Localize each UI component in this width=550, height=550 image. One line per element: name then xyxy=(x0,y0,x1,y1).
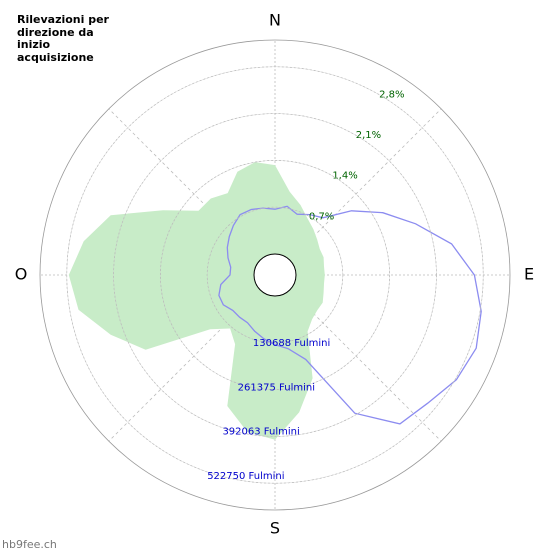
watermark: hb9fee.ch xyxy=(2,538,57,550)
grid-ring-2 xyxy=(206,206,344,344)
r-tick-label: 2,8% xyxy=(379,90,404,101)
grid-ring-2 xyxy=(113,113,437,437)
r-tick-label: 1,4% xyxy=(332,171,357,182)
r-tick-label: 0,7% xyxy=(309,211,334,222)
direction-label: O xyxy=(15,265,28,284)
chart-title: Rilevazioni per direzione da inizio acqu… xyxy=(17,13,109,64)
direction-label: E xyxy=(524,265,534,284)
line xyxy=(218,205,482,425)
r2-tick-label: 261375 Fulmini xyxy=(238,382,315,393)
grid-ring-2 xyxy=(160,160,390,390)
r-tick-label: 2,1% xyxy=(356,130,381,141)
direction-label: N xyxy=(269,11,281,30)
grid-ring-2 xyxy=(66,66,484,484)
area xyxy=(68,162,325,440)
direction-label: S xyxy=(270,519,280,538)
r2-tick-label: 522750 Fulmini xyxy=(207,471,284,482)
r2-tick-label: 130688 Fulmini xyxy=(253,338,330,349)
r2-tick-label: 392063 Fulmini xyxy=(222,427,299,438)
center-hole xyxy=(253,253,297,297)
outer-ring xyxy=(39,39,511,511)
